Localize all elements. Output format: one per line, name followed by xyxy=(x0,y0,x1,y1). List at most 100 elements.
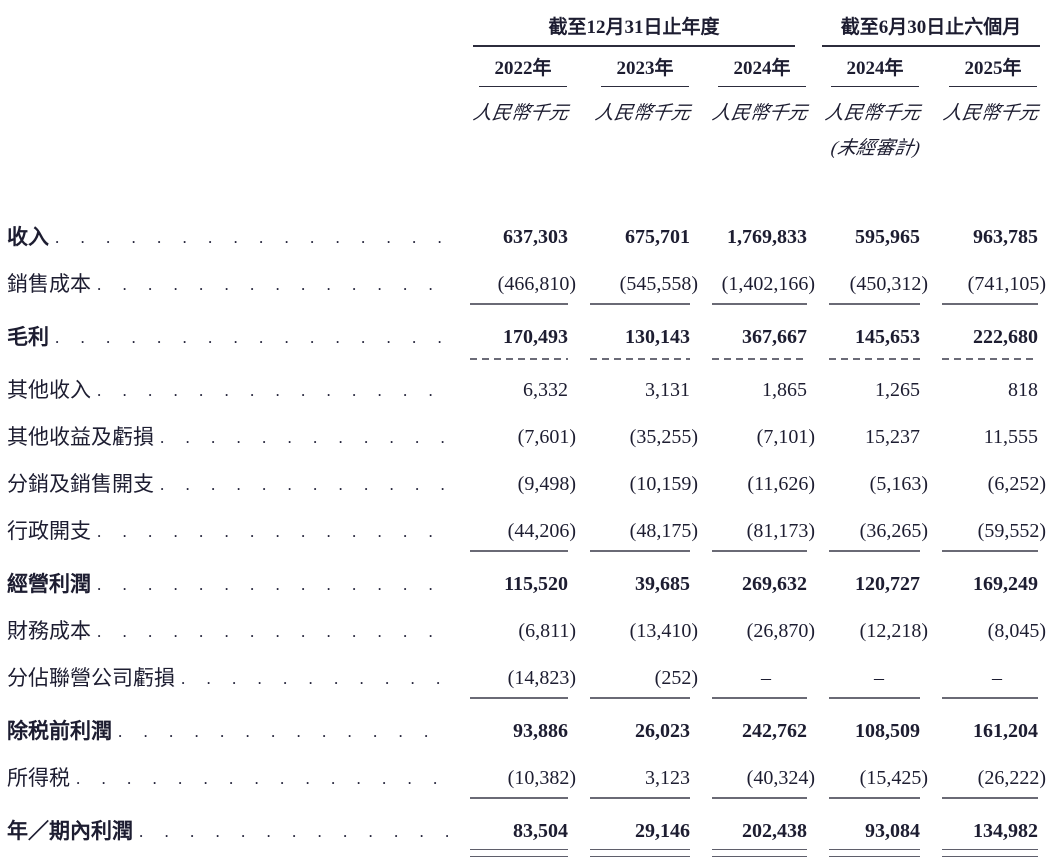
row-label: 其他收入 xyxy=(7,378,91,402)
value-cell: 170,493 xyxy=(448,314,568,361)
value-cell: (5,163) xyxy=(807,461,928,508)
cell-value: 15,237 xyxy=(865,426,920,448)
cell-value: 93,084 xyxy=(865,820,920,842)
value-cell: (450,312) xyxy=(807,261,928,308)
row-label-cell: 分佔聯營公司虧損 xyxy=(0,655,448,702)
cell-value: 1,865 xyxy=(762,379,807,401)
cell-value: 595,965 xyxy=(855,226,920,248)
cell-value: (10,159) xyxy=(629,473,698,495)
value-cell: 3,123 xyxy=(568,755,690,802)
value-cell: (36,265) xyxy=(807,508,928,555)
row-label: 分佔聯營公司虧損 xyxy=(7,666,175,690)
value-cell: 161,204 xyxy=(920,708,1038,755)
row-label-cell: 銷售成本 xyxy=(0,261,448,308)
value-cell: (81,173) xyxy=(690,508,815,555)
table-row: 其他收益及虧損 (7,601) (35,255) (7,101) 15,237 11,55… xyxy=(0,414,1038,461)
value-cell: (14,823) xyxy=(448,655,576,702)
cell-value: (7,101) xyxy=(756,426,815,448)
value-cell: (7,601) xyxy=(448,414,576,461)
value-cell: 169,249 xyxy=(920,561,1038,608)
value-cell: 108,509 xyxy=(807,708,920,755)
value-cell: (6,252) xyxy=(920,461,1046,508)
cell-value: (7,601) xyxy=(517,426,576,448)
value-cell: (8,045) xyxy=(920,608,1046,655)
table-row: 其他收入 6,332 3,131 1,865 1,265 818 xyxy=(0,367,1038,414)
year-col-header: 2025年 xyxy=(920,56,1038,87)
cell-value: (59,552) xyxy=(977,520,1046,542)
cell-value: (10,382) xyxy=(507,767,576,789)
value-cell: 11,555 xyxy=(920,414,1038,461)
value-cell: 222,680 xyxy=(920,314,1038,361)
row-label-cell: 毛利 xyxy=(0,314,448,361)
cell-value: 83,504 xyxy=(513,820,568,842)
row-label: 分銷及銷售開支 xyxy=(7,472,154,496)
row-label: 所得税 xyxy=(7,766,70,790)
value-cell: (59,552) xyxy=(920,508,1046,555)
cell-value: 145,653 xyxy=(855,326,920,348)
row-label-cell: 年／期內利潤 xyxy=(0,808,448,855)
dot-leader xyxy=(91,508,448,555)
value-cell: (40,324) xyxy=(690,755,815,802)
dot-leader xyxy=(49,314,448,361)
row-label: 其他收益及虧損 xyxy=(7,425,154,449)
cell-value: (6,252) xyxy=(987,473,1046,495)
unit-label: 人民幣千元 xyxy=(941,103,1040,124)
table-row: 銷售成本 (466,810) (545,558) (1,402,166) (450,31… xyxy=(0,261,1046,308)
cell-value: 3,131 xyxy=(645,379,690,401)
table-row: 財務成本 (6,811) (13,410) (26,870) (12,218) (8,04… xyxy=(0,608,1046,655)
row-label: 財務成本 xyxy=(7,619,91,643)
value-cell: 115,520 xyxy=(448,561,568,608)
unit-label: 人民幣千元 xyxy=(593,103,692,124)
value-cell: (252) xyxy=(568,655,698,702)
value-cell: (9,498) xyxy=(448,461,576,508)
cell-value: 963,785 xyxy=(973,226,1038,248)
unaudited-note-row: (未經審計) xyxy=(448,136,1038,162)
cell-value: 130,143 xyxy=(625,326,690,348)
table-row: 除税前利潤 93,886 26,023 242,762 108,509 161,204 xyxy=(0,708,1038,755)
value-cell: 675,701 xyxy=(568,214,690,261)
table-row: 行政開支 (44,206) (48,175) (81,173) (36,265) (59,… xyxy=(0,508,1046,555)
table-row: 經營利潤 115,520 39,685 269,632 120,727 169,249 xyxy=(0,561,1038,608)
value-cell: (6,811) xyxy=(448,608,576,655)
value-cell: 83,504 xyxy=(448,808,568,857)
year-col-header: 2024年 xyxy=(690,56,807,87)
value-cell: – xyxy=(920,655,1038,702)
dot-leader xyxy=(154,414,448,461)
value-cell: – xyxy=(690,655,807,702)
value-cell: 3,131 xyxy=(568,367,690,414)
value-cell: 269,632 xyxy=(690,561,807,608)
cell-value: 108,509 xyxy=(855,720,920,742)
year-col-header: 2023年 xyxy=(568,56,690,87)
dot-leader xyxy=(91,561,448,608)
value-cell: (26,222) xyxy=(920,755,1046,802)
value-cell: 595,965 xyxy=(807,214,920,261)
column-group-annual-label: 截至12月31日止年度 xyxy=(548,17,720,38)
value-cell: (12,218) xyxy=(807,608,928,655)
value-cell: 818 xyxy=(920,367,1038,414)
dot-leader xyxy=(175,655,448,702)
row-label-cell: 其他收入 xyxy=(0,367,448,414)
value-cell: (35,255) xyxy=(568,414,698,461)
cell-value: 675,701 xyxy=(625,226,690,248)
cell-value: 120,727 xyxy=(855,573,920,595)
year-col-header: 2024年 xyxy=(807,56,920,87)
cell-value: 170,493 xyxy=(503,326,568,348)
dot-leader xyxy=(49,214,448,261)
row-label-cell: 分銷及銷售開支 xyxy=(0,461,448,508)
row-label: 毛利 xyxy=(7,325,49,349)
value-cell: (545,558) xyxy=(568,261,698,308)
value-cell: 15,237 xyxy=(807,414,920,461)
cell-value: (1,402,166) xyxy=(721,273,815,295)
column-group-annual: 截至12月31日止年度 xyxy=(473,14,795,47)
value-cell: (10,159) xyxy=(568,461,698,508)
cell-value: (741,105) xyxy=(967,273,1046,295)
unit-header-row: 人民幣千元 人民幣千元 人民幣千元 人民幣千元 人民幣千元 xyxy=(448,101,1040,127)
cell-value: 222,680 xyxy=(973,326,1038,348)
cell-value: 39,685 xyxy=(635,573,690,595)
dot-leader xyxy=(133,808,448,855)
value-cell: 120,727 xyxy=(807,561,920,608)
value-cell: 1,769,833 xyxy=(690,214,807,261)
row-label: 收入 xyxy=(7,225,49,249)
cell-value: 269,632 xyxy=(742,573,807,595)
